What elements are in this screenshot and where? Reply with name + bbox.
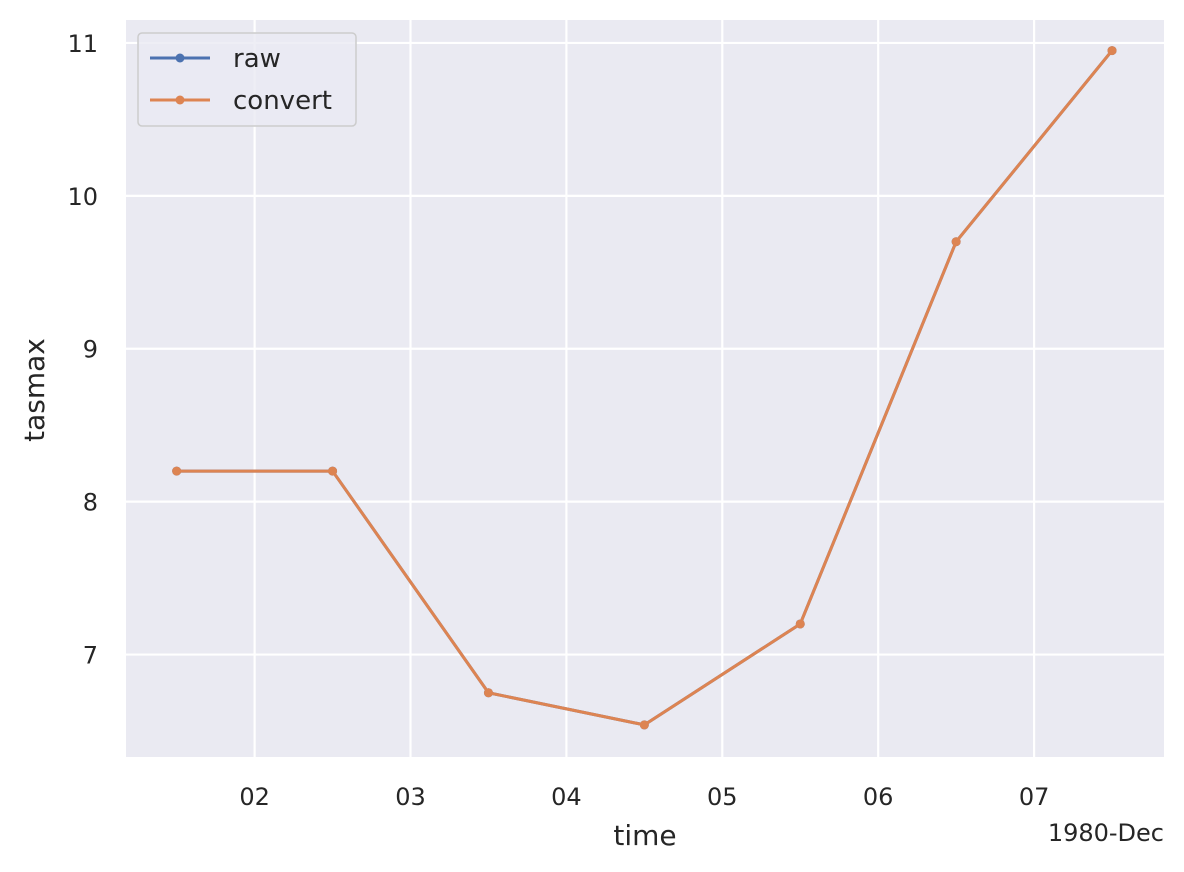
x-tick-label: 07 (1019, 783, 1050, 811)
y-tick-label: 9 (83, 336, 98, 364)
legend-swatch-marker (175, 53, 185, 63)
legend-item-convert: convert (150, 86, 332, 116)
legend: raw convert (137, 32, 357, 127)
legend-box (137, 32, 357, 127)
plot-area (126, 20, 1164, 757)
data-point-convert (1107, 46, 1117, 56)
x-offset-label: 1980-Dec (1048, 819, 1164, 847)
legend-item-raw: raw (150, 44, 281, 74)
x-tick-label: 02 (239, 783, 270, 811)
x-tick-label: 03 (395, 783, 426, 811)
data-point-convert (328, 466, 338, 476)
series-layer (172, 46, 1117, 730)
x-tick-label: 05 (707, 783, 738, 811)
data-point-convert (172, 466, 182, 476)
y-tick-label: 7 (83, 642, 98, 670)
y-tick-label: 8 (83, 489, 98, 517)
legend-label: raw (233, 44, 281, 74)
x-axis-label: time (613, 819, 676, 852)
x-tick-label: 04 (551, 783, 582, 811)
series-convert (172, 46, 1117, 730)
y-axis-label: tasmax (18, 338, 51, 442)
data-point-convert (483, 688, 493, 698)
legend-swatch-marker (175, 95, 185, 105)
data-point-convert (639, 720, 649, 730)
y-tick-label: 11 (67, 30, 98, 58)
data-point-convert (951, 237, 961, 247)
y-tick-label: 10 (67, 183, 98, 211)
data-point-convert (795, 619, 805, 629)
x-tick-label: 06 (863, 783, 894, 811)
legend-label: convert (233, 86, 332, 116)
tick-labels: 02 03 04 05 06 07 7 8 9 10 11 (67, 30, 1049, 811)
